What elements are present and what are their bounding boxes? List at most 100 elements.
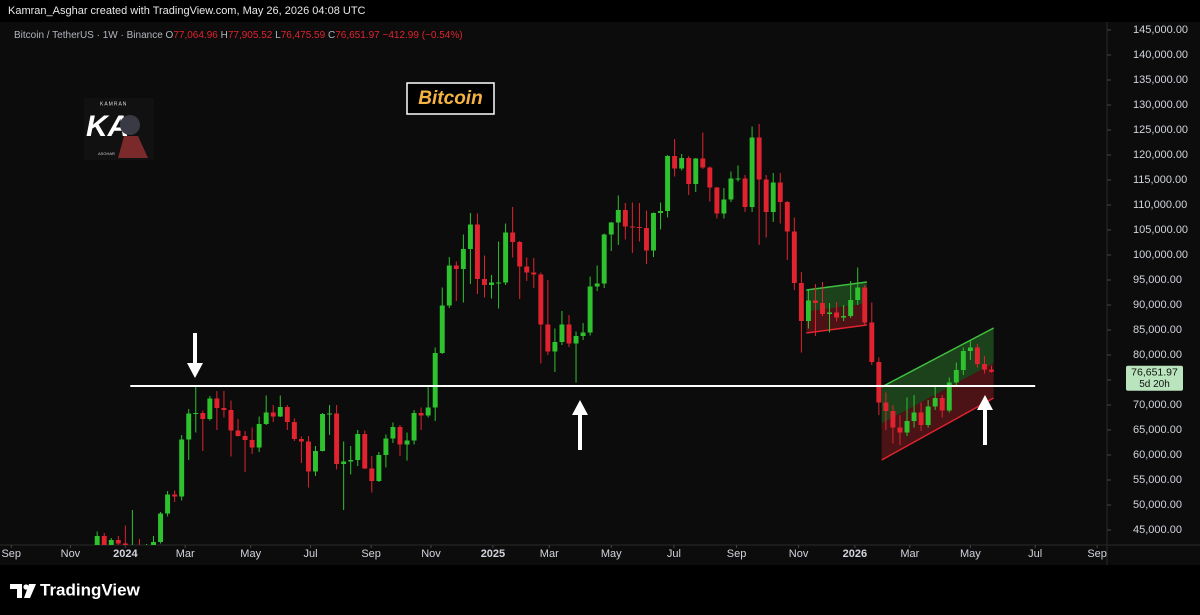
candle-body [200,413,206,419]
candle-body [446,265,452,306]
y-tick-label: 135,000.00 [1133,74,1188,86]
candle-body [876,362,882,403]
channel-bottom [806,324,867,334]
candle-body [982,364,987,370]
candle-body [862,287,868,323]
countdown-label: 5d 20h [1139,379,1170,390]
candle-body [362,434,368,469]
y-tick-label: 140,000.00 [1133,49,1188,61]
y-tick-label: 80,000.00 [1133,349,1182,361]
candle-body [291,422,297,439]
candle-body [193,413,199,414]
candle-body [841,316,847,318]
ohlc-label: L [275,30,281,41]
candle-body [221,408,227,410]
x-tick-label: 2025 [481,548,505,560]
credit: Kamran_Asghar created with TradingView.c… [8,5,366,17]
candle-body [397,427,403,445]
candle-body [235,430,241,436]
candle-body [305,441,311,472]
ohlc-value: 76,475.59 [281,30,326,41]
logo: KAMRAN KA ASGHAR [84,98,154,160]
candle-body [897,427,903,433]
candle-body [869,322,875,362]
candle-body [707,167,713,188]
ohlc-label: H [221,30,228,41]
candle-body [214,398,220,408]
candle-body [355,434,361,460]
candle-body [601,234,607,284]
candle-body [580,332,586,336]
x-tick-label: May [601,548,622,560]
candle-body [805,300,811,321]
candle-body [327,413,333,415]
plot [94,124,1036,545]
y-tick-label: 110,000.00 [1133,199,1187,211]
y-tick-label: 115,000.00 [1133,174,1187,186]
ohlc-value: 76,651.97 [335,30,380,41]
candle-body [383,438,389,455]
symbol: Bitcoin / TetherUS · 1W · Binance [14,30,163,41]
candle-body [425,407,431,416]
candle-body [348,460,354,462]
candle-body [756,137,762,180]
candle-body [496,282,502,284]
candle-body [848,300,854,316]
candle-body [798,283,804,321]
candle-body [566,324,572,344]
last-price-label: 76,651.97 [1131,367,1178,379]
candle-body [629,226,635,228]
x-tick-label: Sep [1,548,21,560]
candle-body [925,406,931,425]
change: −412.99 (−0.54%) [382,30,462,41]
channel-top [806,281,867,291]
x-tick-label: Mar [900,548,919,560]
candle-body [545,324,551,352]
ohlc-value: 77,064.96 [173,30,218,41]
candle-body [700,158,706,168]
candle-body [510,232,516,242]
ohlc-value: 77,905.52 [228,30,273,41]
x-tick-label: Jul [304,548,318,560]
candle-body [939,398,945,411]
candle-body [742,178,748,207]
x-tick-label: Sep [361,548,381,560]
candle-body [784,202,790,232]
candle-body [334,413,340,464]
last-price-box [1126,365,1183,391]
y-tick-label: 130,000.00 [1133,99,1188,111]
candle-body [390,427,396,439]
candle-body [320,414,325,451]
candle-body [94,536,100,545]
y-tick-label: 70,000.00 [1133,399,1182,411]
candle-body [827,312,833,314]
logo-figure-body [118,136,148,158]
candle-body [418,413,424,416]
candle-body [855,287,861,300]
arrow-up [977,395,993,445]
title-box [406,82,495,115]
x-tick-label: Sep [1087,548,1107,560]
candle-body [242,436,248,440]
x-tick-label: Mar [540,548,559,560]
candle-body [432,353,438,408]
candle-body [460,249,466,269]
x-tick-label: Nov [61,548,81,560]
candle-body [672,156,678,169]
brand-icon [23,584,29,590]
candle-body [404,440,410,445]
x-tick-label: Nov [789,548,809,560]
y-tick-label: 65,000.00 [1133,424,1182,436]
candle-body [658,211,664,213]
channel-lower-fill [881,363,994,460]
candle-body [594,283,600,287]
candle-body [777,182,783,202]
candle-body [277,407,283,417]
x-tick-label: 2024 [113,548,138,560]
arrows [187,333,993,450]
candle-body [467,224,473,249]
logo-bottom: ASGHAR [98,151,115,156]
candle-body [721,199,727,214]
x-tick-label: Jul [1028,548,1042,560]
candle-body [735,178,741,180]
